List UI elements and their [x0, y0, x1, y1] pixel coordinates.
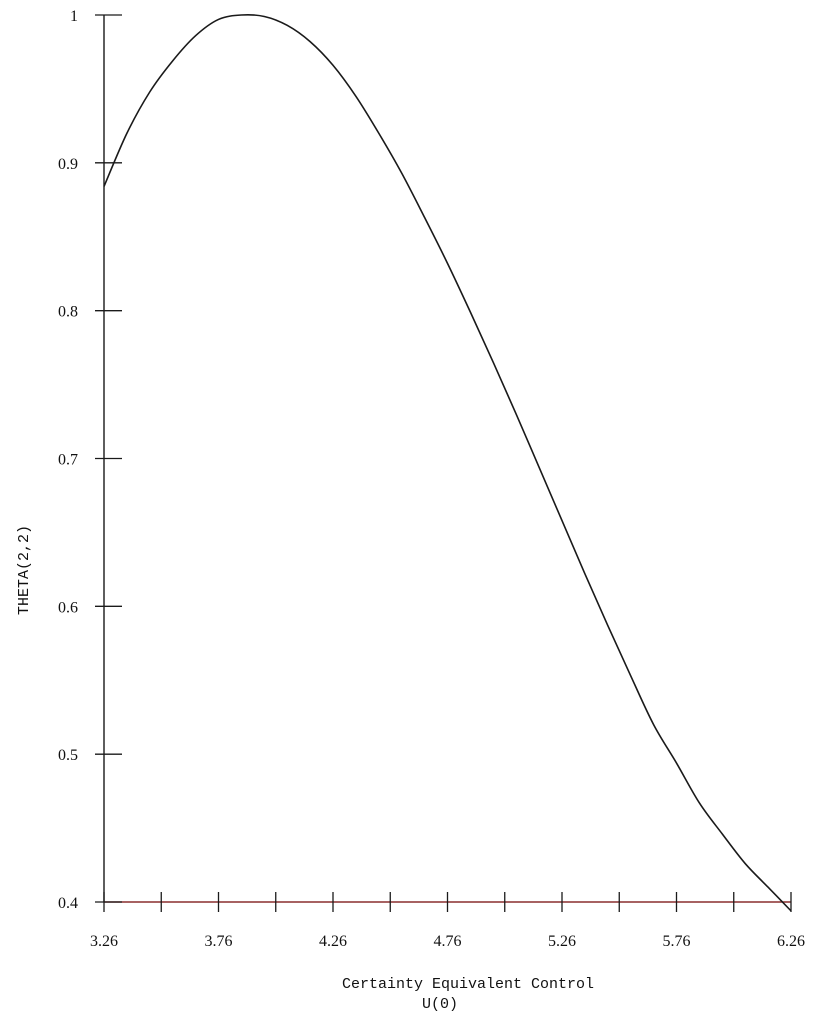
series-group — [103, 13, 792, 912]
x-tick-label: 4.26 — [319, 933, 347, 950]
x-tick-label: 5.76 — [663, 933, 691, 950]
x-ticks-group: 3.26 3.76 4.26 4.76 5.26 5.76 6.26 — [90, 892, 805, 950]
x-tick-label: 4.76 — [434, 933, 462, 950]
x-tick-label: 5.26 — [548, 933, 576, 950]
y-axis-title: THETA(2,2) — [16, 525, 33, 615]
x-tick-label: 3.76 — [205, 933, 233, 950]
axes-group — [103, 15, 791, 903]
y-tick-label: 0.6 — [58, 599, 78, 616]
x-axis-subtitle: U(0) — [422, 996, 458, 1013]
series-line — [103, 13, 792, 912]
x-tick-label: 3.26 — [90, 933, 118, 950]
y-tick-label: 0.7 — [58, 452, 78, 469]
y-tick-label: 0.8 — [58, 304, 78, 321]
y-tick-label: 0.9 — [58, 156, 78, 173]
x-tick-label: 6.26 — [777, 933, 805, 950]
x-axis-title: Certainty Equivalent Control — [342, 976, 594, 993]
y-tick-label: 1 — [70, 8, 78, 25]
y-tick-label: 0.4 — [58, 895, 78, 912]
y-tick-label: 0.5 — [58, 747, 78, 764]
y-ticks-group: 0.4 0.5 0.6 0.7 0.8 0.9 1 — [58, 8, 122, 912]
